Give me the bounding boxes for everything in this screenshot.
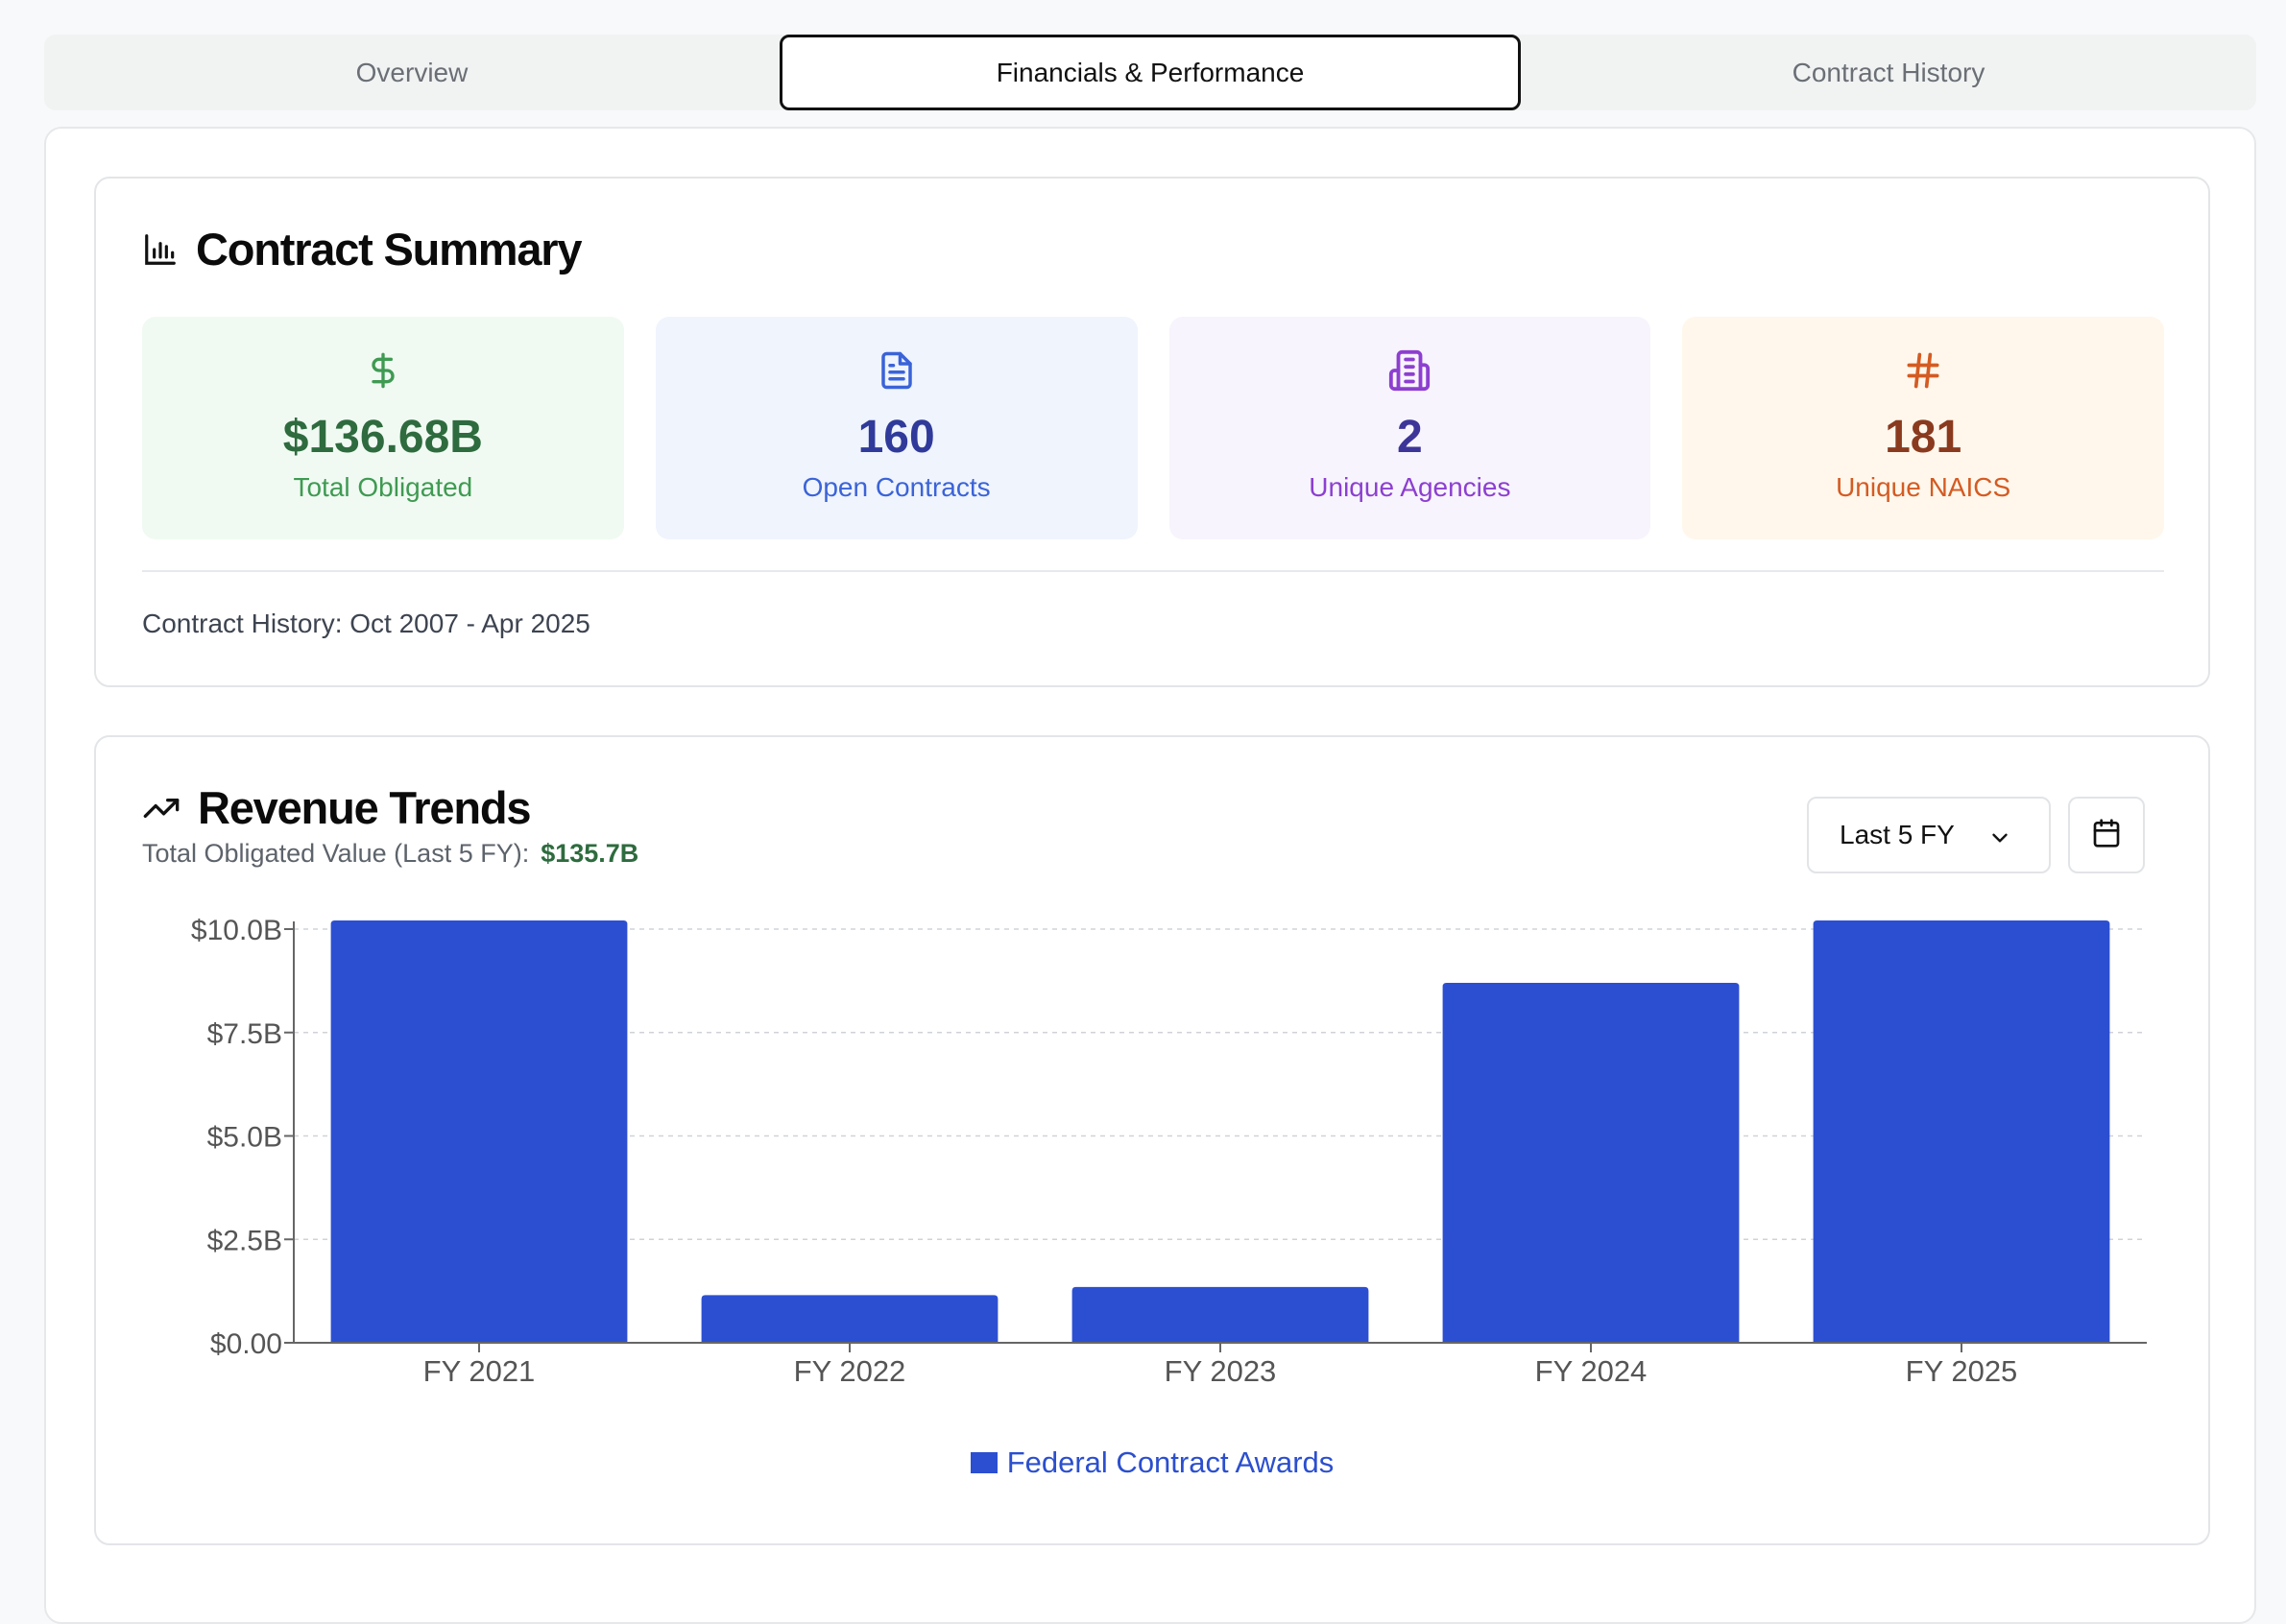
y-tick-label: $2.5B xyxy=(207,1225,282,1256)
contract-summary-card: Contract Summary $136.68B Total Obligate… xyxy=(94,177,2210,687)
revenue-trends-title: Revenue Trends xyxy=(198,782,531,833)
revenue-trends-card: Revenue Trends Total Obligated Value (La… xyxy=(94,735,2210,1545)
x-tick-label: FY 2022 xyxy=(794,1354,906,1388)
legend-swatch xyxy=(970,1452,998,1473)
stat-label: Open Contracts xyxy=(802,472,991,502)
stat-value: $136.68B xyxy=(282,412,483,463)
summary-divider xyxy=(142,570,2164,572)
subtitle-value: $135.7B xyxy=(541,839,639,868)
trending-up-icon xyxy=(142,789,180,827)
stat-unique-agencies: 2 Unique Agencies xyxy=(1168,317,1651,539)
calendar-icon xyxy=(2091,818,2122,853)
stat-value: 181 xyxy=(1885,412,1962,463)
revenue-bar-chart: $0.00 $2.5B $5.0B $7.5B $10.0B FY 2021 FY 2022… xyxy=(191,915,2147,1388)
document-icon xyxy=(877,346,917,395)
total-obligated-subtitle: Total Obligated Value (Last 5 FY): $135.7… xyxy=(142,839,638,869)
stat-total-obligated: $136.68B Total Obligated xyxy=(142,317,624,539)
y-tick-label: $10.0B xyxy=(191,915,282,946)
y-tick-label: $5.0B xyxy=(207,1122,282,1154)
stat-unique-naics: 181 Unique NAICS xyxy=(1682,317,2164,539)
contract-summary-title: Contract Summary xyxy=(196,224,583,275)
financials-panel: Contract Summary $136.68B Total Obligate… xyxy=(44,127,2256,1624)
legend-label[interactable]: Federal Contract Awards xyxy=(1006,1445,1335,1479)
stat-label: Unique NAICS xyxy=(1836,472,2011,502)
fiscal-year-range-select[interactable]: Last 5 FY xyxy=(1807,797,2051,873)
tab-contract-history[interactable]: Contract History xyxy=(1792,57,1985,87)
building-icon xyxy=(1387,346,1432,395)
chart-legend: Federal Contract Awards xyxy=(96,1445,2208,1480)
x-tick-label: FY 2021 xyxy=(423,1354,536,1388)
dollar-icon xyxy=(364,346,402,395)
y-tick-label: $0.00 xyxy=(210,1328,282,1360)
fy-select-value: Last 5 FY xyxy=(1840,820,1955,849)
bar-chart-icon xyxy=(142,231,179,268)
hash-icon xyxy=(1902,346,1944,395)
y-tick-label: $7.5B xyxy=(207,1018,282,1050)
tab-overview[interactable]: Overview xyxy=(355,57,469,87)
revenue-trends-heading: Revenue Trends xyxy=(142,781,531,834)
contract-history-range: Contract History: Oct 2007 - Apr 2025 xyxy=(142,609,590,638)
bar xyxy=(330,920,628,1343)
x-tick-label: FY 2024 xyxy=(1535,1354,1648,1388)
calendar-button[interactable] xyxy=(2068,797,2145,873)
bar xyxy=(1813,920,2110,1343)
bar xyxy=(701,1295,999,1343)
stat-label: Unique Agencies xyxy=(1309,472,1511,502)
stat-value: 160 xyxy=(857,412,935,463)
summary-stats: $136.68B Total Obligated 160 Open Contra… xyxy=(142,317,2164,539)
stat-open-contracts: 160 Open Contracts xyxy=(655,317,1138,539)
x-tick-label: FY 2023 xyxy=(1165,1354,1277,1388)
chevron-down-icon xyxy=(1987,825,2012,857)
tab-financials-performance[interactable]: Financials & Performance xyxy=(780,35,1521,110)
bar xyxy=(1442,983,1740,1343)
x-tick-label: FY 2025 xyxy=(1906,1354,2018,1388)
subtitle-label: Total Obligated Value (Last 5 FY): xyxy=(142,839,530,868)
stat-label: Total Obligated xyxy=(293,472,473,502)
stat-value: 2 xyxy=(1397,412,1423,463)
tab-bar: Overview Financials & Performance Contra… xyxy=(44,35,2256,110)
contract-summary-heading: Contract Summary xyxy=(142,223,583,275)
bar xyxy=(1071,1286,1369,1343)
